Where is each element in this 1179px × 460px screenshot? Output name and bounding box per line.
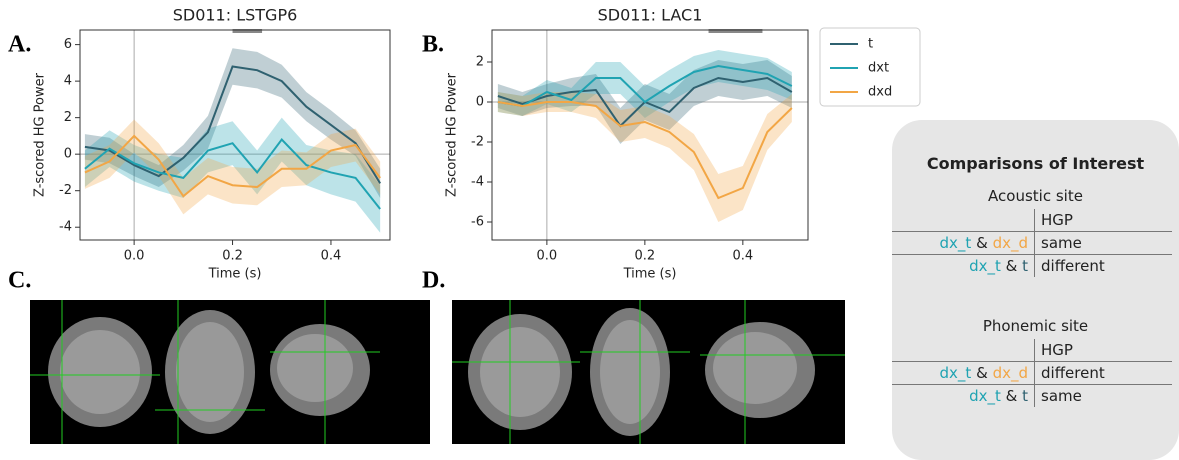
x-tick-label: 0.4: [321, 249, 342, 264]
pair: dx_t & t: [892, 385, 1035, 408]
pair-term: t: [1022, 257, 1028, 275]
y-tick-label: -2: [471, 135, 484, 150]
pair: dx_t & dx_d: [892, 232, 1035, 255]
page: A. B. C. D. SD011: LSTGP6 Z-scored HG Pow…: [0, 0, 1179, 444]
x-tick-label: 0.0: [124, 249, 145, 264]
pair-term: &: [1006, 387, 1018, 405]
pair-term: &: [1006, 257, 1018, 275]
pair: dx_t & t: [892, 255, 1035, 278]
y-tick-label: 2: [476, 55, 484, 70]
panel-label: B.: [422, 32, 444, 58]
result: same: [1035, 385, 1173, 408]
y-axis-label: Z-scored HG Power: [33, 72, 48, 197]
pair-term: dx_t: [969, 257, 1001, 275]
pair-term: t: [1022, 387, 1028, 405]
panel-label: D.: [422, 268, 445, 294]
box-title: Comparisons of Interest: [892, 154, 1179, 173]
chart-title: SD011: LSTGP6: [173, 6, 298, 25]
x-axis-label: Time (s): [208, 267, 262, 282]
header: HGP: [1035, 209, 1173, 232]
mri-d: [452, 300, 845, 444]
header-blank: [892, 339, 1035, 362]
section-title: Phonemic site: [892, 317, 1179, 335]
pair-term: dx_t: [940, 364, 972, 382]
result: same: [1035, 232, 1173, 255]
y-tick-label: 0: [64, 147, 72, 162]
x-axis-label: Time (s): [623, 267, 677, 282]
chart-title: SD011: LAC1: [598, 6, 703, 25]
section-title: Acoustic site: [892, 187, 1179, 205]
legend-label: dxt: [868, 61, 889, 76]
y-tick-label: 0: [476, 95, 484, 110]
confidence-band: [498, 92, 792, 222]
pair-term: dx_d: [993, 364, 1028, 382]
pair-term: dx_t: [940, 234, 972, 252]
y-tick-label: -4: [59, 220, 72, 235]
y-axis-label: Z-scored HG Power: [445, 72, 460, 197]
pair-term: &: [976, 234, 988, 252]
pair-term: &: [976, 364, 988, 382]
pair-term: dx_t: [969, 387, 1001, 405]
y-tick-label: -6: [471, 215, 484, 230]
y-tick-label: -2: [59, 183, 72, 198]
result: different: [1035, 255, 1173, 278]
y-tick-label: 4: [64, 74, 72, 89]
mri-c: [30, 300, 430, 444]
y-tick-label: -4: [471, 175, 484, 190]
x-tick-label: 0.2: [222, 249, 243, 264]
y-tick-label: 6: [64, 37, 72, 52]
pair: dx_t & dx_d: [892, 362, 1035, 385]
x-tick-label: 0.0: [537, 249, 558, 264]
legend-label: t: [868, 37, 873, 52]
comparisons-box: Comparisons of Interest Acoustic site HGP…: [892, 120, 1179, 460]
legend-label: dxd: [868, 85, 892, 100]
panel-label: C.: [8, 268, 31, 294]
y-tick-label: 2: [64, 110, 72, 125]
header-blank: [892, 209, 1035, 232]
header: HGP: [1035, 339, 1173, 362]
panel-label: A.: [8, 32, 31, 58]
x-tick-label: 0.2: [635, 249, 656, 264]
result: different: [1035, 362, 1173, 385]
x-tick-label: 0.4: [732, 249, 753, 264]
pair-term: dx_d: [993, 234, 1028, 252]
